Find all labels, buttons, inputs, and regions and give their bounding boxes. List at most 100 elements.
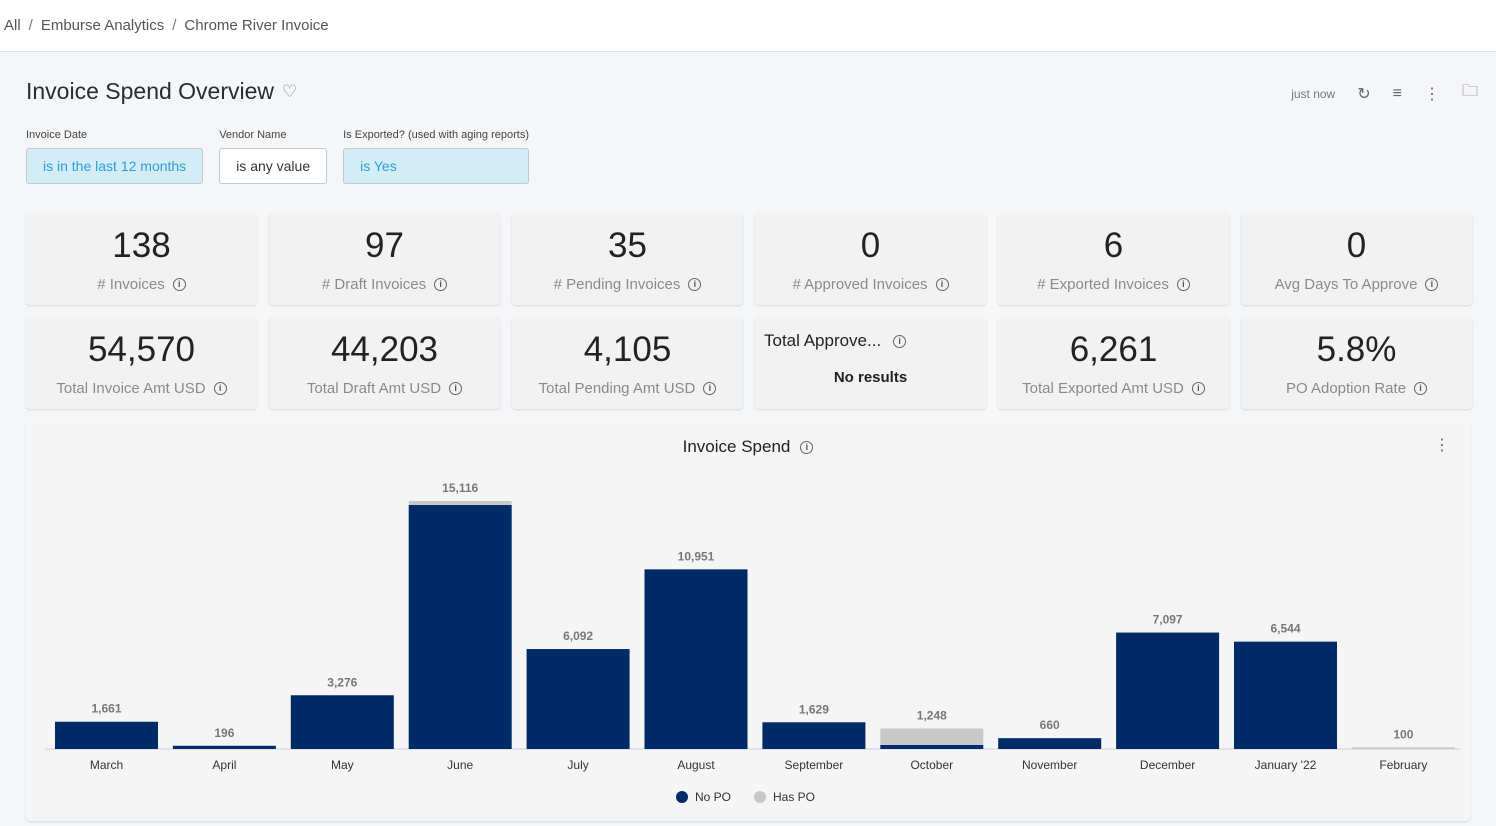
x-tick-label: July — [567, 758, 588, 772]
x-tick-label: February — [1379, 758, 1427, 772]
tile-label-text: # Pending Invoices — [553, 275, 681, 293]
info-icon[interactable]: i — [1191, 381, 1205, 395]
data-label: 1,661 — [91, 702, 121, 716]
x-tick-label: March — [90, 758, 123, 772]
filter-vendor-name-value[interactable]: is any value — [219, 148, 328, 184]
tile-value: 97 — [365, 225, 404, 265]
bar-has-po[interactable] — [408, 501, 512, 506]
breadcrumb-emburse[interactable]: Emburse Analytics — [40, 17, 165, 34]
filter-label: Vendor Name — [219, 129, 287, 141]
invoice-spend-chart: Invoice Spend i ⋮ 1,661 March 196 April 3,276… — [26, 421, 1470, 821]
breadcrumb: All / Emburse Analytics / Chrome River Inv… — [0, 0, 1496, 52]
tile-value: 6 — [1103, 225, 1124, 265]
bar-no-po[interactable] — [880, 744, 984, 749]
info-icon[interactable]: i — [935, 277, 949, 291]
tile-value: 35 — [608, 225, 647, 265]
data-label: 15,116 — [442, 481, 478, 495]
folder-icon[interactable]: 🗀 — [1461, 83, 1478, 100]
last-updated: just now — [1291, 86, 1336, 101]
x-tick-label: September — [785, 758, 844, 772]
filter-label: Invoice Date — [26, 129, 88, 141]
tile-label-text: Total Invoice Amt USD — [56, 379, 206, 397]
bar-no-po[interactable] — [290, 695, 394, 749]
bar-no-po[interactable] — [172, 745, 276, 749]
kpi-tile[interactable]: 0 Avg Days To Approve i — [1241, 213, 1472, 305]
x-tick-label: June — [447, 758, 473, 772]
bar-no-po[interactable] — [644, 569, 748, 749]
tile-label-text: Avg Days To Approve — [1274, 275, 1418, 293]
x-tick-label: December — [1140, 758, 1195, 772]
kpi-tile[interactable]: 54,570 Total Invoice Amt USD i — [26, 317, 257, 409]
tile-value: 4,105 — [583, 329, 672, 369]
data-label: 196 — [214, 726, 234, 740]
data-label: 6,092 — [563, 629, 593, 643]
kpi-tile[interactable]: Total Approve... i No results — [755, 317, 986, 409]
more-vertical-icon[interactable]: ⋮ — [1423, 85, 1440, 103]
refresh-icon[interactable]: ↻ — [1357, 85, 1371, 103]
tile-label: Avg Days To Approve i — [1275, 276, 1439, 293]
kpi-tile[interactable]: 5.8% PO Adoption Rate i — [1241, 317, 1472, 409]
bar-no-po[interactable] — [1116, 632, 1220, 749]
filter-is-exported-value[interactable]: is Yes — [343, 148, 529, 184]
legend-label[interactable]: No PO — [695, 790, 731, 804]
info-icon[interactable]: i — [213, 381, 227, 395]
data-label: 10,951 — [678, 549, 715, 563]
tile-label-text: PO Adoption Rate — [1285, 379, 1407, 397]
bar-no-po[interactable] — [1234, 641, 1337, 749]
chart-title-row: Invoice Spend i — [26, 437, 1470, 457]
tile-label: # Approved Invoices i — [792, 276, 949, 293]
page-title-row: Invoice Spend Overview ♡ — [26, 78, 297, 105]
tile-label: Total Pending Amt USD i — [539, 380, 717, 397]
info-icon[interactable]: i — [434, 277, 448, 291]
filter-invoice-date: Invoice Date is in the last 12 months — [26, 129, 204, 184]
no-results: No results — [833, 368, 908, 386]
filter-icon[interactable]: ≡ — [1392, 84, 1402, 102]
legend-marker — [754, 791, 766, 803]
data-label: 3,276 — [327, 675, 357, 689]
tile-title-text: Total Approve... — [764, 331, 882, 350]
tile-label-text: # Invoices — [97, 275, 165, 293]
bar-no-po[interactable] — [55, 721, 158, 749]
bar-no-po[interactable] — [408, 505, 512, 749]
kpi-tile[interactable]: 6 # Exported Invoices i — [998, 213, 1229, 305]
tile-value: 44,203 — [330, 329, 439, 369]
dashboard-actions: just now ↻ ≡ ⋮ 🗀 — [1291, 80, 1478, 107]
info-icon[interactable]: i — [1425, 277, 1439, 291]
kpi-tile[interactable]: 35 # Pending Invoices i — [512, 213, 743, 305]
chart-menu-icon[interactable]: ⋮ — [1434, 437, 1450, 454]
tile-label: # Exported Invoices i — [1037, 276, 1190, 293]
info-icon[interactable]: i — [703, 381, 717, 395]
bar-has-po[interactable] — [880, 728, 984, 745]
filter-invoice-date-value[interactable]: is in the last 12 months — [26, 148, 204, 184]
bar-no-po[interactable] — [998, 738, 1102, 749]
info-icon[interactable]: i — [688, 277, 702, 291]
bar-no-po[interactable] — [526, 649, 630, 749]
kpi-tile[interactable]: 97 # Draft Invoices i — [269, 213, 500, 305]
info-icon[interactable]: i — [172, 277, 186, 291]
tile-label-text: Total Draft Amt USD — [306, 379, 442, 397]
info-icon[interactable]: i — [1176, 277, 1190, 291]
legend-label[interactable]: Has PO — [773, 790, 815, 804]
info-icon[interactable]: i — [449, 381, 463, 395]
tile-value: 6,261 — [1069, 329, 1158, 369]
legend-marker — [676, 791, 688, 803]
tile-value: 0 — [1346, 225, 1367, 265]
info-icon[interactable]: i — [800, 440, 814, 454]
favorite-heart-icon[interactable]: ♡ — [282, 81, 298, 101]
breadcrumb-all[interactable]: All — [4, 17, 21, 34]
kpi-tile[interactable]: 4,105 Total Pending Amt USD i — [512, 317, 743, 409]
data-label: 100 — [1393, 727, 1413, 741]
bar-no-po[interactable] — [762, 722, 866, 749]
filter-bar: Invoice Date is in the last 12 months Ven… — [26, 129, 529, 184]
data-label: 660 — [1040, 718, 1060, 732]
kpi-tile[interactable]: 138 # Invoices i — [26, 213, 257, 305]
kpi-tiles: 138 # Invoices i 97 # Draft Invoices i 35 # Pen… — [26, 213, 1472, 409]
bar-has-po[interactable] — [1351, 747, 1455, 749]
kpi-tile[interactable]: 44,203 Total Draft Amt USD i — [269, 317, 500, 409]
info-icon[interactable]: i — [893, 334, 907, 348]
x-tick-label: April — [212, 758, 236, 772]
kpi-tile[interactable]: 0 # Approved Invoices i — [755, 213, 986, 305]
kpi-tile[interactable]: 6,261 Total Exported Amt USD i — [998, 317, 1229, 409]
tile-label: # Invoices i — [97, 276, 186, 293]
info-icon[interactable]: i — [1414, 381, 1428, 395]
